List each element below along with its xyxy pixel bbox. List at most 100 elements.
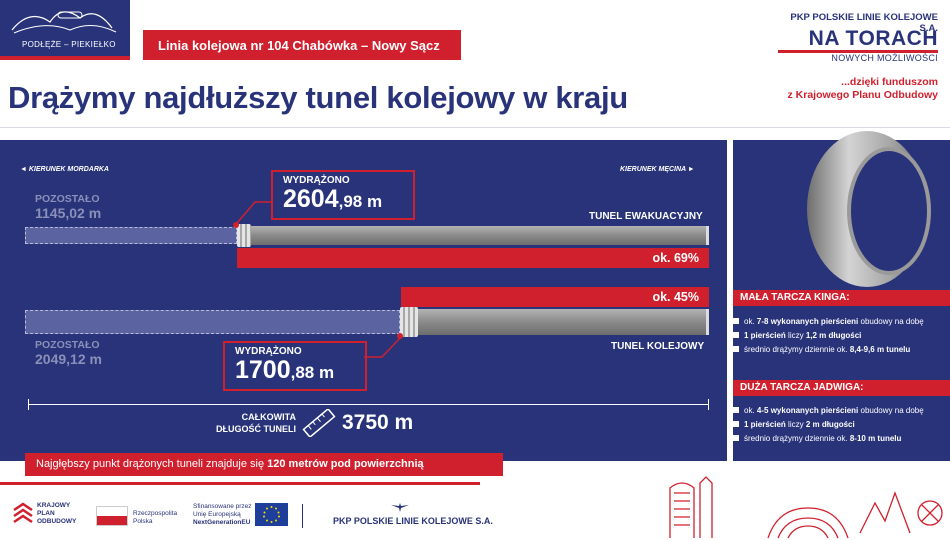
kinga-item3-bold: 8,4-9,6 m tunelu xyxy=(849,344,911,354)
tunnel-ring-icon xyxy=(807,131,931,287)
kinga-item: średnio drążymy dziennie ok. 8,4-9,6 m t… xyxy=(733,342,950,356)
tunnel1-drilled-int: 2604 xyxy=(283,185,339,213)
tunnel2-remaining: POZOSTAŁO 2049,12 m xyxy=(35,339,102,367)
direction-left: ◄ KIERUNEK MORDARKA xyxy=(20,166,109,173)
kpo-line3: ODBUDOWY xyxy=(37,518,77,525)
jadwiga-item1-post: obudowy na dobę xyxy=(858,405,924,415)
jadwiga-title: DUŻA TARCZA JADWIGA: xyxy=(740,382,864,393)
logo-caption: PODŁĘŻE – PIEKIEŁKO xyxy=(22,40,116,49)
tunnel2-drilled-value: 1700,88 m xyxy=(235,357,355,386)
kpo-line2: PLAN xyxy=(37,510,55,517)
total-label-line1: CAŁKOWITA xyxy=(241,412,296,422)
jadwiga-item2-bold: 1 pierścień xyxy=(744,419,786,429)
funding-note: ...dzięki funduszom z Krajowego Planu Od… xyxy=(760,76,938,102)
kinga-item3-pre: średnio drążymy dziennie ok. xyxy=(744,344,850,354)
bullet-icon xyxy=(733,332,739,338)
kpo-logo-text: KRAJOWY PLAN ODBUDOWY xyxy=(37,502,76,526)
kpo-line1: KRAJOWY xyxy=(37,502,71,509)
tunnel1-remaining: POZOSTAŁO 1145,02 m xyxy=(35,193,101,221)
kinga-item2-bold2: 1,2 m długości xyxy=(805,330,862,340)
slogan-underline xyxy=(778,50,938,53)
tunnel2-drilled-callout: WYDRĄŻONO 1700,88 m xyxy=(223,341,367,391)
bullet-icon xyxy=(733,346,739,352)
direction-right: KIERUNEK MĘCINA ► xyxy=(620,166,695,173)
tunnel1-drilled-callout: WYDRĄŻONO 2604,98 m xyxy=(271,170,415,220)
kinga-title: MAŁA TARCZA KINGA: xyxy=(740,292,850,303)
total-length-value: 3750 m xyxy=(342,411,414,434)
kinga-item2-bold: 1 pierścień xyxy=(744,330,786,340)
tunnel1-remaining-value: 1145,02 m xyxy=(35,205,102,221)
kinga-list: ok. 7-8 wykonanych pierścieni obudowy na… xyxy=(733,314,950,356)
tunnel2-drilled-int: 1700 xyxy=(235,356,291,384)
total-label-line2: DŁUGOŚĆ TUNELI xyxy=(216,424,296,434)
route-label: Linia kolejowa nr 104 Chabówka – Nowy Są… xyxy=(143,30,461,60)
header-divider xyxy=(0,127,950,128)
tunnel2-percent: ok. 45% xyxy=(652,290,699,304)
eu-line1: Sfinansowane przez xyxy=(193,503,252,510)
tunnel2-remaining-label: POZOSTAŁO xyxy=(35,339,100,351)
tunnel2-remaining-value: 2049,12 m xyxy=(35,351,102,367)
tunnel1-name: TUNEL EWAKUACYJNY xyxy=(589,211,703,222)
kpo-logo-icon xyxy=(13,502,33,524)
kinga-item2-post: liczy xyxy=(785,330,806,340)
tunnel2-callout-leader xyxy=(364,337,401,358)
rp-logo-text: Rzeczpospolita Polska xyxy=(133,510,177,526)
funding-line-2: z Krajowego Planu Odbudowy xyxy=(787,89,938,101)
eu-logo-text: Sfinansowane przez Unię Europejską NextG… xyxy=(193,503,255,527)
tunnel1-callout-leader xyxy=(236,201,271,224)
jadwiga-item3-pre: średnio drążymy dziennie ok. xyxy=(744,433,850,443)
kinga-item1-post: obudowy na dobę xyxy=(858,316,924,326)
direction-left-label: KIERUNEK MORDARKA xyxy=(28,166,109,173)
kinga-item1-bold: 7-8 wykonanych pierścieni xyxy=(756,316,859,326)
company-name: PKP POLSKIE LINIE KOLEJOWE S.A. xyxy=(790,12,938,34)
polish-flag-icon xyxy=(96,506,128,526)
depth-note-text: Najgłębszy punkt drążonych tuneli znajdu… xyxy=(36,458,268,470)
kinga-item: ok. 7-8 wykonanych pierścieni obudowy na… xyxy=(733,314,950,328)
tunnel2-name: TUNEL KOLEJOWY xyxy=(611,341,705,352)
page-title: Drążymy najdłuższy tunel kolejowy w kraj… xyxy=(8,80,628,115)
mountain-train-icon xyxy=(11,11,117,34)
depth-note: Najgłębszy punkt drążonych tuneli znajdu… xyxy=(25,453,503,476)
eu-line3: NextGenerationEU xyxy=(193,519,251,526)
slogan-main: NA TORACH xyxy=(808,27,938,50)
tunnel2-marker-dot xyxy=(397,333,403,339)
bullet-icon xyxy=(733,421,739,427)
rp-line2: Polska xyxy=(133,518,153,525)
jadwiga-item: ok. 4-5 wykonanych pierścieni obudowy na… xyxy=(733,403,950,417)
tunnel2-drilled-tube xyxy=(400,309,709,335)
jadwiga-item: średnio drążymy dziennie ok. 8-10 m tune… xyxy=(733,431,950,445)
project-logo xyxy=(0,0,130,60)
eu-flag-icon xyxy=(255,503,288,526)
jadwiga-list: ok. 4-5 wykonanych pierścieni obudowy na… xyxy=(733,403,950,445)
slogan-sub: NOWYCH MOŻLIWOŚCI xyxy=(831,53,938,63)
jadwiga-item2-bold2: 2 m długości xyxy=(805,419,855,429)
total-length-tick-left xyxy=(28,399,29,410)
depth-note-bold: 120 metrów pod powierzchnią xyxy=(267,458,424,470)
kinga-title-bar: MAŁA TARCZA KINGA: xyxy=(733,290,950,306)
funding-line-1: ...dzięki funduszom xyxy=(841,76,938,88)
tunnel1-drilled-label: WYDRĄŻONO xyxy=(283,175,350,186)
jadwiga-item1-bold: 4-5 wykonanych pierścieni xyxy=(756,405,859,415)
tunnel1-drilled-dec: ,98 m xyxy=(338,192,383,211)
rp-line1: Rzeczpospolita xyxy=(133,510,178,517)
tunnel1-boring-shield xyxy=(237,224,251,247)
tunnel1-marker-dot xyxy=(233,222,239,228)
kinga-item1-pre: ok. xyxy=(744,316,757,326)
tunnel2-boring-shield xyxy=(400,307,418,337)
tunnel1-remaining-track xyxy=(25,227,237,244)
pkp-footer-name: PKP POLSKIE LINIE KOLEJOWE S.A. xyxy=(333,516,493,526)
tunnel2-drilled-dec: ,88 m xyxy=(290,363,335,382)
tunnel1-remaining-label: POZOSTAŁO xyxy=(35,193,100,205)
footer-red-line xyxy=(0,482,480,485)
jadwiga-item2-post: liczy xyxy=(785,419,806,429)
kinga-item: 1 pierścień liczy 1,2 m długości xyxy=(733,328,950,342)
total-length-tick-right xyxy=(708,399,709,410)
jadwiga-item3-bold: 8-10 m tunelu xyxy=(849,433,902,443)
bullet-icon xyxy=(733,318,739,324)
jadwiga-title-bar: DUŻA TARCZA JADWIGA: xyxy=(733,380,950,396)
tunnel1-percent: ok. 69% xyxy=(652,251,699,265)
eu-line2: Unię Europejską xyxy=(193,511,241,518)
total-length-line xyxy=(28,404,709,405)
tunnel1-progress-bar: ok. 69% xyxy=(237,248,709,268)
footer-divider xyxy=(302,504,303,528)
